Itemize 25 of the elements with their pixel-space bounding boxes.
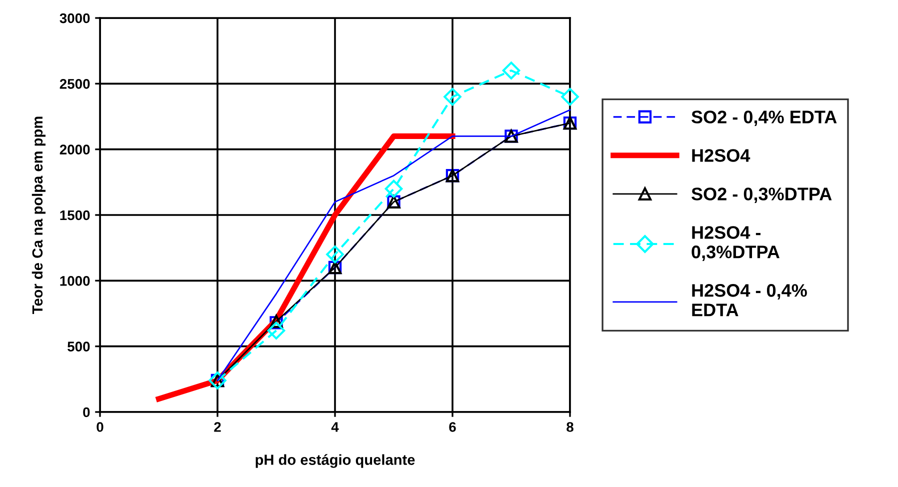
x-tick-label: 4 xyxy=(331,422,339,432)
y-tick-label: 2500 xyxy=(60,79,90,89)
x-tick-label: 0 xyxy=(96,422,104,432)
y-tick-label: 3000 xyxy=(60,13,90,24)
point xyxy=(502,62,520,80)
legend-label: H2SO4 - 0,3%DTPA xyxy=(692,226,780,261)
legend-label: H2SO4 - 0,4% EDTA xyxy=(692,284,807,316)
y-axis-title: Teor de Ca na polpa em ppm xyxy=(32,116,46,314)
legend-label: H2SO4 xyxy=(692,149,750,162)
legend-label: SO2 - 0,4% EDTA xyxy=(692,110,837,126)
point xyxy=(326,246,344,264)
point xyxy=(561,88,579,106)
y-tick-label: 0 xyxy=(83,407,90,418)
x-tick-label: 8 xyxy=(566,422,574,432)
x-axis-title: pH do estágio quelante xyxy=(256,454,415,468)
x-tick-label: 6 xyxy=(449,422,456,432)
point xyxy=(267,322,286,340)
legend-label: SO2 - 0,3%DTPA xyxy=(692,188,832,204)
point xyxy=(444,88,462,106)
y-tick-label: 500 xyxy=(68,342,90,352)
y-tick-label: 1500 xyxy=(60,210,90,220)
x-tick-label: 2 xyxy=(214,422,221,432)
y-tick-label: 2000 xyxy=(60,144,90,155)
y-tick-label: 1000 xyxy=(60,276,90,286)
point xyxy=(384,180,403,198)
